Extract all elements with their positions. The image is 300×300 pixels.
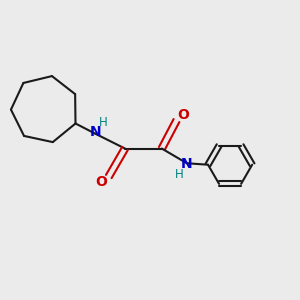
Text: O: O — [177, 108, 189, 122]
Text: N: N — [90, 125, 101, 139]
Text: H: H — [98, 116, 107, 129]
Text: H: H — [175, 168, 184, 181]
Text: O: O — [95, 175, 107, 189]
Text: N: N — [181, 157, 193, 171]
